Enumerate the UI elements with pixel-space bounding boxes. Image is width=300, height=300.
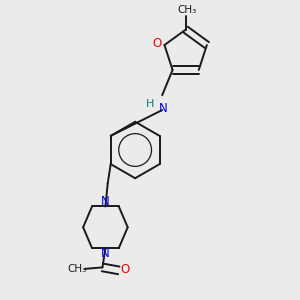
Text: N: N	[159, 102, 168, 115]
Text: N: N	[101, 195, 110, 208]
Text: H: H	[146, 99, 154, 109]
Text: O: O	[121, 263, 130, 276]
Text: CH₃: CH₃	[178, 5, 197, 15]
Text: N: N	[101, 247, 110, 260]
Text: CH₃: CH₃	[68, 264, 87, 274]
Text: O: O	[152, 37, 162, 50]
